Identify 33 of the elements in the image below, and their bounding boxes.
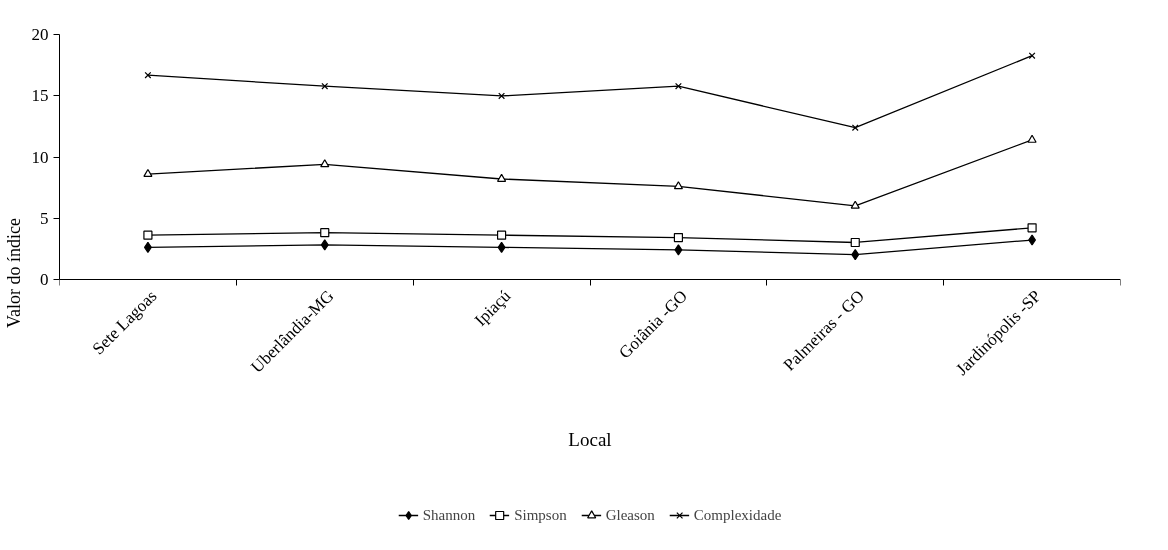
point [674,82,682,90]
legend-label: Complexidade [693,506,782,524]
y-tick-label: 0 [40,269,49,289]
point [673,232,684,243]
point [850,237,860,248]
point [674,244,683,256]
x-axis-title: Local [568,428,612,450]
point [143,168,153,178]
point [1028,52,1036,60]
point [143,230,153,240]
legend-label: Gleason [605,506,655,524]
point [496,230,507,240]
y-tick-label: 5 [40,208,49,228]
point [320,239,329,251]
point [851,249,860,261]
point [498,92,506,100]
y-tick-label: 15 [31,86,49,106]
point [1027,223,1037,233]
point [496,173,507,182]
legend-label: Shannon [422,506,476,524]
point [497,241,506,253]
point [320,228,330,238]
point [144,71,152,79]
point [673,181,684,190]
y-tick-label: 20 [31,25,49,45]
point [1028,234,1037,246]
point [1027,134,1037,143]
point [850,200,860,209]
legend-label: Simpson [514,506,567,524]
y-axis-title: Valor do índice [3,218,24,328]
y-tick-label: 10 [31,147,49,167]
point [143,241,152,253]
point [320,159,330,168]
